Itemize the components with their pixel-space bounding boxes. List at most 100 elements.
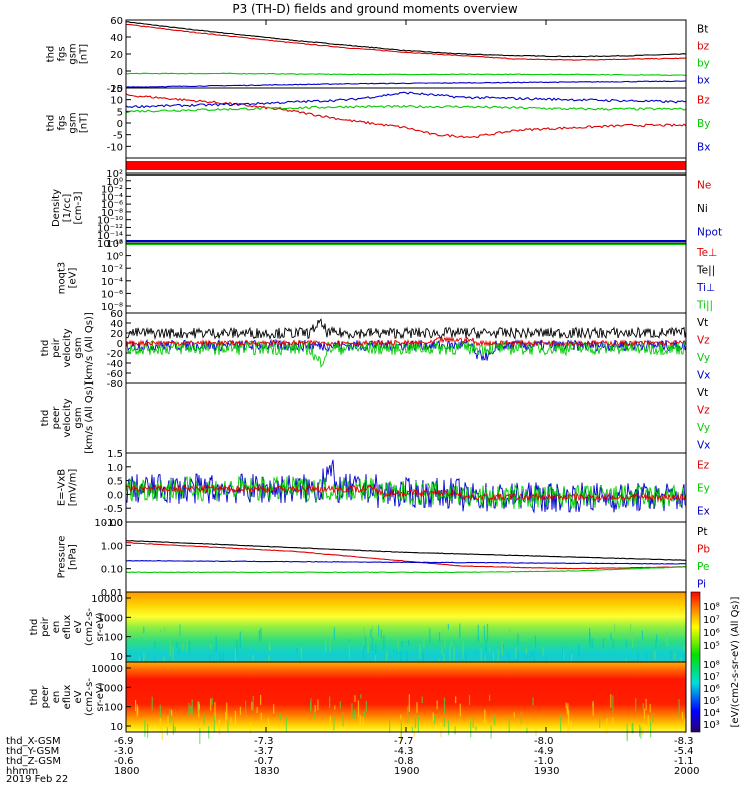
peir-spec-texture [673,653,676,659]
peirv-ylabel-line: [km/s (All Qs)] [84,312,95,384]
efield-tick-label: 0.5 [107,477,123,488]
peirv-tick-label: 40 [110,319,123,330]
fgs-legend-by: by [697,58,710,70]
fgs2-panel-frame [125,87,687,159]
peir-spectrogram [126,592,686,662]
density-panel-frame [125,172,687,244]
peer-spec-ylabel-line: eflux [62,685,73,710]
peer-spec-texture [459,703,461,717]
peir-spec-texture [484,655,486,665]
peerv-ylabel-line: velocity [62,398,73,437]
peirv-ylabel-line: peir [51,337,62,357]
peir-spec-texture [610,633,612,641]
peer-spec-texture [434,715,436,725]
colorbar-label: [eV/(cm2-s-sr-eV) (All Qs)] [730,596,741,727]
peir-spec-texture [186,638,188,652]
peir-spec-texture [645,652,648,664]
fgs-tick-label: 0 [117,67,123,78]
peerv-legend-vz: Vz [697,404,710,416]
peir-spec-ylabel-line: (cm2-s- [84,608,95,646]
fgs-legend-bz: bz [697,41,710,53]
peir-spec-texture [483,625,485,640]
efield-tick-label: 1.5 [107,449,123,460]
peir-spec-ylabel-line: en [51,621,62,634]
peir-spec-texture [578,644,580,659]
peir-spec-texture [329,638,331,652]
peer-spec-texture [314,710,316,719]
fgs-ylabel-line: gsm [68,43,79,64]
peer-spec-texture [560,715,562,732]
peir-spec-texture [517,633,519,646]
peer-spec-texture [198,703,200,710]
peir-spec-texture [429,628,431,643]
density-tick-label: 10⁻⁶ [101,200,123,211]
peir-spec-texture [485,639,487,652]
temp-tick-label: 10⁻⁶ [101,289,123,300]
peer-spec-tick-label: 1000 [98,683,123,694]
peir-spec-texture [236,639,238,658]
peer-spec-texture [606,718,608,734]
peir-spec-texture [533,651,535,665]
peirv-ylabel-line: gsm [73,337,84,358]
peerv-ylabel-line: gsm [73,407,84,428]
peir-spec-texture [143,652,145,665]
peir-spec-texture [497,649,499,664]
peer-spec-texture [166,727,168,736]
peir-spec-texture [222,652,224,663]
peir-spec-texture [159,629,161,638]
peir-spec-texture [370,629,372,638]
peer-spec-texture [169,708,171,724]
footer-row-label: thd_Z-GSM [6,756,61,767]
efield-legend-ex: Ex [697,506,710,518]
density-legend-ne: Ne [697,180,711,192]
peer-spec-texture [211,697,213,706]
peir-spec-texture [525,655,527,660]
peir-spec-texture [630,623,632,640]
fgs-tick-label: -20 [107,84,123,95]
peir-spec-texture [371,626,373,644]
peir-spec-texture [542,646,544,656]
peer-spec-texture [684,718,686,735]
fgs-tick-label: 40 [110,33,123,44]
peer-spec-texture [136,704,138,717]
peer-spec-texture [407,706,409,723]
peer-spec-texture [652,713,654,723]
peer-spec-texture [159,718,161,733]
temp-tick-label: 10⁻² [101,264,123,275]
peir-spec-texture [383,635,385,651]
peirv-tick-label: 60 [110,309,123,320]
peir-spec-texture [562,649,565,661]
fgs2-series-By [125,104,687,114]
peir-spec-texture [666,631,668,646]
fgs2-legend-by: By [697,118,710,130]
red-band [126,161,686,170]
footer-value: 1930 [534,766,560,777]
temp-tick-label: 10⁻⁸ [101,302,123,313]
temp-tick-label: 10² [106,239,123,250]
fgs-legend-bt: Bt [697,24,708,36]
peir-spec-ylabel-line: sr-eV) [95,612,106,641]
peerv-panel-frame [125,382,687,454]
peer-spec-texture [520,711,522,724]
peer-spec-texture [535,726,537,737]
colorbar-tick-label: 10⁶ [703,628,720,639]
density-tick-label: 10⁻¹⁶ [97,239,123,250]
peer-spec-texture [649,703,651,713]
peirv-tick-label: -80 [107,379,123,390]
peir-spec-texture [419,646,421,659]
peer-spec-texture [251,701,253,710]
peir-spec-texture [163,656,165,663]
peir-spec-texture [562,646,564,664]
footer-value: -8.0 [534,736,554,747]
peir-spec-texture [508,653,510,662]
peir-spec-texture [422,651,424,666]
footer-value: -7.7 [394,736,414,747]
peirv-legend-vt: Vt [697,317,708,329]
peer-spec-texture [354,709,356,720]
fgs2-ylabel-line: gsm [68,112,79,133]
peer-spec-texture [635,698,637,713]
peir-spec-ylabel-line: thd [29,619,40,636]
peer-spec-texture [147,723,149,738]
peir-spec-texture [164,626,166,633]
